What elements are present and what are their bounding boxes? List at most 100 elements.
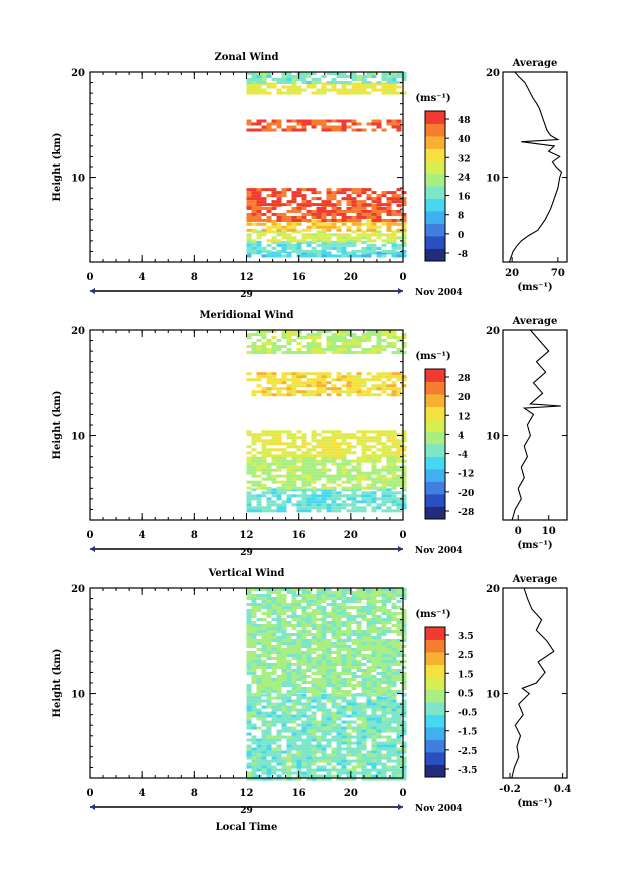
colorbar-tick-label: 16 — [458, 193, 471, 203]
heatmap-cell — [261, 486, 267, 490]
heatmap-cell — [331, 615, 337, 618]
heatmap-cell — [346, 735, 352, 739]
heatmap-cell — [266, 684, 272, 687]
heatmap-cell — [306, 744, 312, 748]
heatmap-cell — [346, 81, 352, 84]
heatmap-cell — [271, 200, 277, 204]
heatmap-cell — [371, 690, 377, 693]
heatmap-cell — [396, 477, 402, 481]
heatmap-cell — [246, 72, 252, 75]
heatmap-cell — [296, 456, 302, 460]
heatmap-cell — [306, 451, 312, 455]
heatmap-cell — [246, 774, 252, 778]
heatmap-cell — [291, 390, 297, 394]
heatmap-cell — [401, 720, 407, 724]
heatmap-cell — [306, 471, 312, 475]
heatmap-cell — [301, 654, 307, 657]
heatmap-cell — [391, 222, 397, 226]
heatmap-cell — [326, 240, 332, 244]
heatmap-cell — [281, 336, 287, 339]
heatmap-cell — [356, 387, 362, 391]
heatmap-cell — [256, 693, 262, 696]
heatmap-cell — [306, 669, 312, 672]
heatmap-cell — [346, 771, 352, 775]
heatmap-cell — [306, 122, 312, 126]
month-label: Nov 2004 — [415, 804, 463, 814]
heatmap-cell — [371, 723, 377, 727]
heatmap-cell — [301, 702, 307, 706]
heatmap-cell — [386, 233, 392, 237]
heatmap-cell — [251, 708, 257, 712]
heatmap-cell — [256, 206, 262, 210]
heatmap-cell — [311, 491, 317, 495]
heatmap-cell — [376, 705, 382, 709]
heatmap-cell — [261, 81, 267, 84]
heatmap-cell — [311, 91, 317, 95]
colorbar-tick-label: -20 — [458, 489, 474, 499]
heatmap-cell — [366, 454, 372, 458]
heatmap-cell — [326, 494, 332, 498]
heatmap-cell — [401, 588, 407, 591]
heatmap-cell — [401, 594, 407, 597]
colorbar-units-label: (ms⁻¹) — [415, 609, 450, 620]
heatmap-cell — [281, 378, 287, 382]
heatmap-cell — [321, 624, 327, 627]
heatmap-cell — [346, 378, 352, 382]
heatmap-cell — [321, 738, 327, 742]
heatmap-cell — [401, 684, 407, 687]
heatmap-cell — [391, 125, 397, 129]
heatmap-cell — [326, 756, 332, 760]
heatmap-cell — [371, 618, 377, 621]
heatmap-cell — [316, 663, 322, 666]
heatmap-cell — [371, 642, 377, 645]
heatmap-cell — [386, 345, 392, 348]
heatmap-cell — [336, 774, 342, 778]
heatmap-cell — [311, 609, 317, 612]
heatmap-cell — [276, 717, 282, 721]
heatmap-cell — [246, 702, 252, 706]
heatmap-cell — [396, 765, 402, 769]
heatmap-cell — [276, 735, 282, 739]
heatmap-cell — [316, 462, 322, 466]
heatmap-cell — [386, 654, 392, 657]
heatmap-cell — [311, 663, 317, 666]
heatmap-cell — [401, 228, 407, 232]
heatmap-cell — [336, 81, 342, 84]
heatmap-cell — [386, 209, 392, 213]
heatmap-cell — [311, 726, 317, 730]
heatmap-cell — [386, 451, 392, 455]
heatmap-cell — [291, 91, 297, 95]
heatmap-cell — [261, 747, 267, 751]
heatmap-cell — [271, 609, 277, 612]
heatmap-cell — [376, 615, 382, 618]
heatmap-cell — [281, 351, 287, 354]
heatmap-cell — [401, 384, 407, 388]
heatmap-cell — [381, 509, 387, 513]
heatmap-cell — [376, 723, 382, 727]
heatmap-cell — [386, 491, 392, 495]
heatmap-cell — [391, 393, 397, 397]
heatmap-cell — [291, 372, 297, 376]
heatmap-cell — [356, 654, 362, 657]
heatmap-cell — [401, 333, 407, 336]
heatmap-cell — [251, 726, 257, 730]
heatmap-cell — [301, 451, 307, 455]
heatmap-cell — [246, 465, 252, 469]
heatmap-cell — [291, 633, 297, 636]
heatmap-cell — [266, 209, 272, 213]
heatmap-cell — [326, 345, 332, 348]
heatmap-cell — [381, 672, 387, 675]
heatmap-cell — [281, 203, 287, 207]
heatmap-cell — [351, 339, 357, 342]
heatmap-cell — [336, 477, 342, 481]
heatmap-cell — [301, 672, 307, 675]
heatmap-cell — [341, 669, 347, 672]
heatmap-cell — [346, 639, 352, 642]
heatmap-cell — [376, 336, 382, 339]
heatmap-cell — [346, 188, 352, 192]
heatmap-cell — [351, 654, 357, 657]
heatmap-cell — [376, 666, 382, 669]
heatmap-cell — [261, 603, 267, 606]
heatmap-cell — [316, 708, 322, 712]
heatmap-cell — [346, 509, 352, 513]
